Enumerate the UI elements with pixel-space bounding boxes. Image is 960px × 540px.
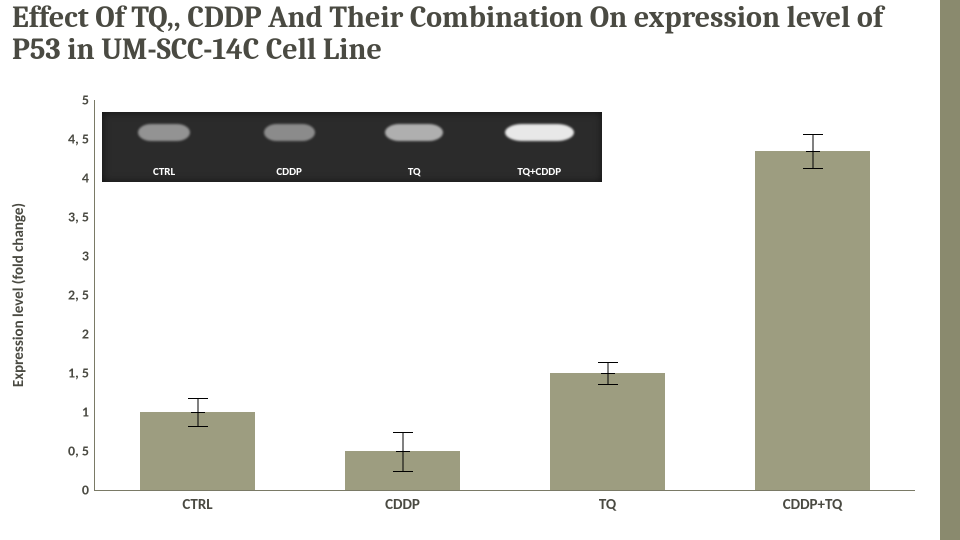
y-tick: 2 bbox=[82, 326, 89, 343]
y-tick: 3, 5 bbox=[68, 209, 89, 226]
bar bbox=[755, 151, 870, 490]
gel-lane-label: CTRL bbox=[153, 165, 175, 178]
y-tick: 2, 5 bbox=[68, 287, 89, 304]
gel-band bbox=[264, 124, 315, 141]
gel-image: CTRL CDDP TQ TQ+CDDP bbox=[102, 112, 602, 182]
x-tick: TQ bbox=[599, 496, 616, 514]
y-tick: 0 bbox=[82, 482, 89, 499]
accent-bar bbox=[940, 0, 960, 540]
plot-area: 00, 511, 522, 533, 544, 55CTRLCDDPTQCDDP… bbox=[94, 100, 915, 491]
x-tick: CDDP+TQ bbox=[783, 496, 843, 514]
y-tick: 1, 5 bbox=[68, 365, 89, 382]
y-tick: 1 bbox=[82, 404, 89, 421]
gel-band bbox=[385, 124, 443, 141]
gel-lane-label: CDDP bbox=[276, 165, 302, 178]
x-tick: CTRL bbox=[182, 496, 212, 514]
gel-band bbox=[138, 124, 190, 141]
gel-lane-label: TQ+CDDP bbox=[517, 165, 561, 178]
y-tick: 4, 5 bbox=[68, 131, 89, 148]
gel-band bbox=[505, 124, 574, 141]
slide: Effect Of TQ,, CDDP And Their Combinatio… bbox=[0, 0, 960, 540]
y-tick: 5 bbox=[82, 92, 89, 109]
bar-chart: Expression level (fold change) 00, 511, … bbox=[56, 100, 926, 530]
y-tick: 4 bbox=[82, 170, 89, 187]
y-tick: 3 bbox=[82, 248, 89, 265]
bar bbox=[550, 373, 665, 490]
gel-lane-label: TQ bbox=[408, 165, 421, 178]
y-axis-label: Expression level (fold change) bbox=[10, 100, 30, 490]
slide-title: Effect Of TQ,, CDDP And Their Combinatio… bbox=[12, 2, 932, 65]
y-tick: 0, 5 bbox=[68, 443, 89, 460]
x-tick: CDDP bbox=[385, 496, 420, 514]
